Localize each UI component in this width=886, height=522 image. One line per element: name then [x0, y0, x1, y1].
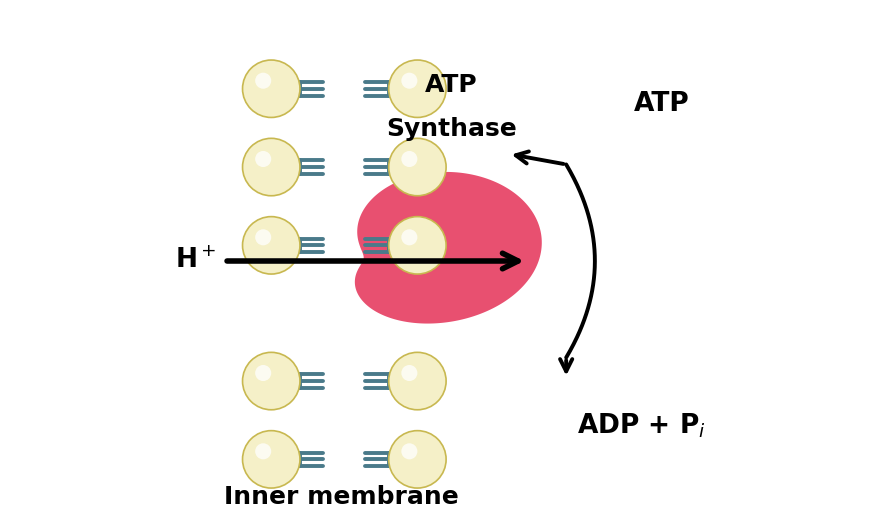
Circle shape	[400, 365, 417, 381]
Circle shape	[400, 73, 417, 89]
Circle shape	[255, 443, 271, 459]
Circle shape	[242, 352, 299, 410]
Circle shape	[255, 365, 271, 381]
Circle shape	[242, 60, 299, 117]
Text: ATP: ATP	[424, 73, 477, 97]
Text: H$^+$: H$^+$	[175, 248, 216, 274]
Circle shape	[255, 73, 271, 89]
Circle shape	[255, 229, 271, 245]
Polygon shape	[354, 172, 541, 324]
Circle shape	[242, 431, 299, 488]
Text: ATP: ATP	[633, 91, 689, 117]
Circle shape	[388, 60, 446, 117]
Text: Inner membrane: Inner membrane	[224, 485, 459, 509]
Circle shape	[242, 217, 299, 274]
Circle shape	[255, 151, 271, 167]
Circle shape	[400, 229, 417, 245]
Circle shape	[400, 443, 417, 459]
Text: Synthase: Synthase	[385, 117, 517, 141]
Circle shape	[400, 151, 417, 167]
Text: ADP + P$_i$: ADP + P$_i$	[576, 411, 704, 440]
Circle shape	[388, 138, 446, 196]
Circle shape	[242, 138, 299, 196]
Circle shape	[388, 217, 446, 274]
Circle shape	[388, 352, 446, 410]
Circle shape	[388, 431, 446, 488]
